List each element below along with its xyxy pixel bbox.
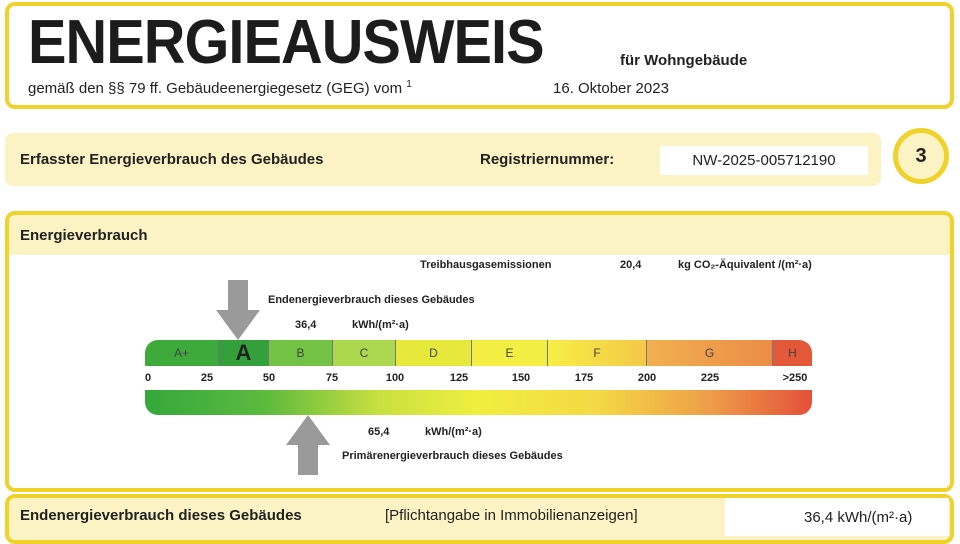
section-title: Energieverbrauch	[20, 227, 148, 244]
tick-label: 125	[449, 372, 469, 384]
primary-energy-unit: kWh/(m²·a)	[425, 426, 482, 438]
registration-label: Registriernummer:	[480, 151, 615, 168]
primary-energy-value: 65,4	[368, 426, 390, 438]
footer-label: Endenergieverbrauch dieses Gebäudes	[20, 507, 302, 524]
tick-label: 25	[200, 372, 214, 384]
class-a: A	[219, 340, 269, 366]
tick-label: 75	[325, 372, 339, 384]
class-e: E	[472, 340, 548, 366]
tick-label: 175	[574, 372, 594, 384]
document-title: ENERGIEAUSWEIS	[28, 8, 545, 77]
section-header-band	[9, 215, 950, 255]
class-c: C	[333, 340, 396, 366]
registration-number: NW-2025-005712190	[660, 146, 868, 175]
emissions-label: Treibhausgasemissionen	[420, 259, 552, 271]
primary-energy-label: Primärenergieverbrauch dieses Gebäudes	[342, 450, 563, 462]
end-energy-value: 36,4	[295, 319, 317, 331]
class-d: D	[396, 340, 472, 366]
tick-label: 150	[511, 372, 531, 384]
legal-basis: gemäß den §§ 79 ff. Gebäudeenergiegesetz…	[28, 80, 412, 98]
footer-value-field	[725, 498, 949, 536]
class-a-plus: A+	[145, 340, 219, 366]
footnote-marker: 1	[406, 79, 412, 90]
certificate-type: Erfasster Energieverbrauch des Gebäudes	[20, 151, 324, 168]
class-g: G	[647, 340, 773, 366]
issue-date: 16. Oktober 2023	[553, 80, 669, 97]
end-energy-unit: kWh/(m²·a)	[352, 319, 409, 331]
primary-energy-arrow-icon	[286, 415, 330, 475]
class-h: H	[773, 340, 812, 366]
emissions-unit: kg CO₂-Äquivalent /(m²·a)	[678, 259, 812, 271]
tick-label: >250	[782, 372, 808, 384]
footer-value: 36,4 kWh/(m²·a)	[804, 509, 913, 526]
page-number-badge: 3	[893, 128, 949, 184]
end-energy-arrow-icon	[216, 280, 260, 340]
tick-label: 0	[144, 372, 152, 384]
efficiency-class-bar: A+ A B C D E F G H	[145, 340, 812, 366]
class-b: B	[269, 340, 333, 366]
tick-label: 225	[700, 372, 720, 384]
legal-text: gemäß den §§ 79 ff. Gebäudeenergiegesetz…	[28, 80, 403, 97]
primary-energy-gradient-bar	[145, 390, 812, 415]
end-energy-label: Endenergieverbrauch dieses Gebäudes	[268, 294, 475, 306]
header-box	[5, 2, 954, 109]
document-subtitle: für Wohngebäude	[620, 52, 748, 69]
emissions-value: 20,4	[620, 259, 642, 271]
tick-label: 50	[262, 372, 276, 384]
tick-label: 200	[637, 372, 657, 384]
footer-note: [Pflichtangabe in Immobilienanzeigen]	[385, 507, 638, 524]
tick-label: 100	[385, 372, 405, 384]
class-f: F	[548, 340, 647, 366]
